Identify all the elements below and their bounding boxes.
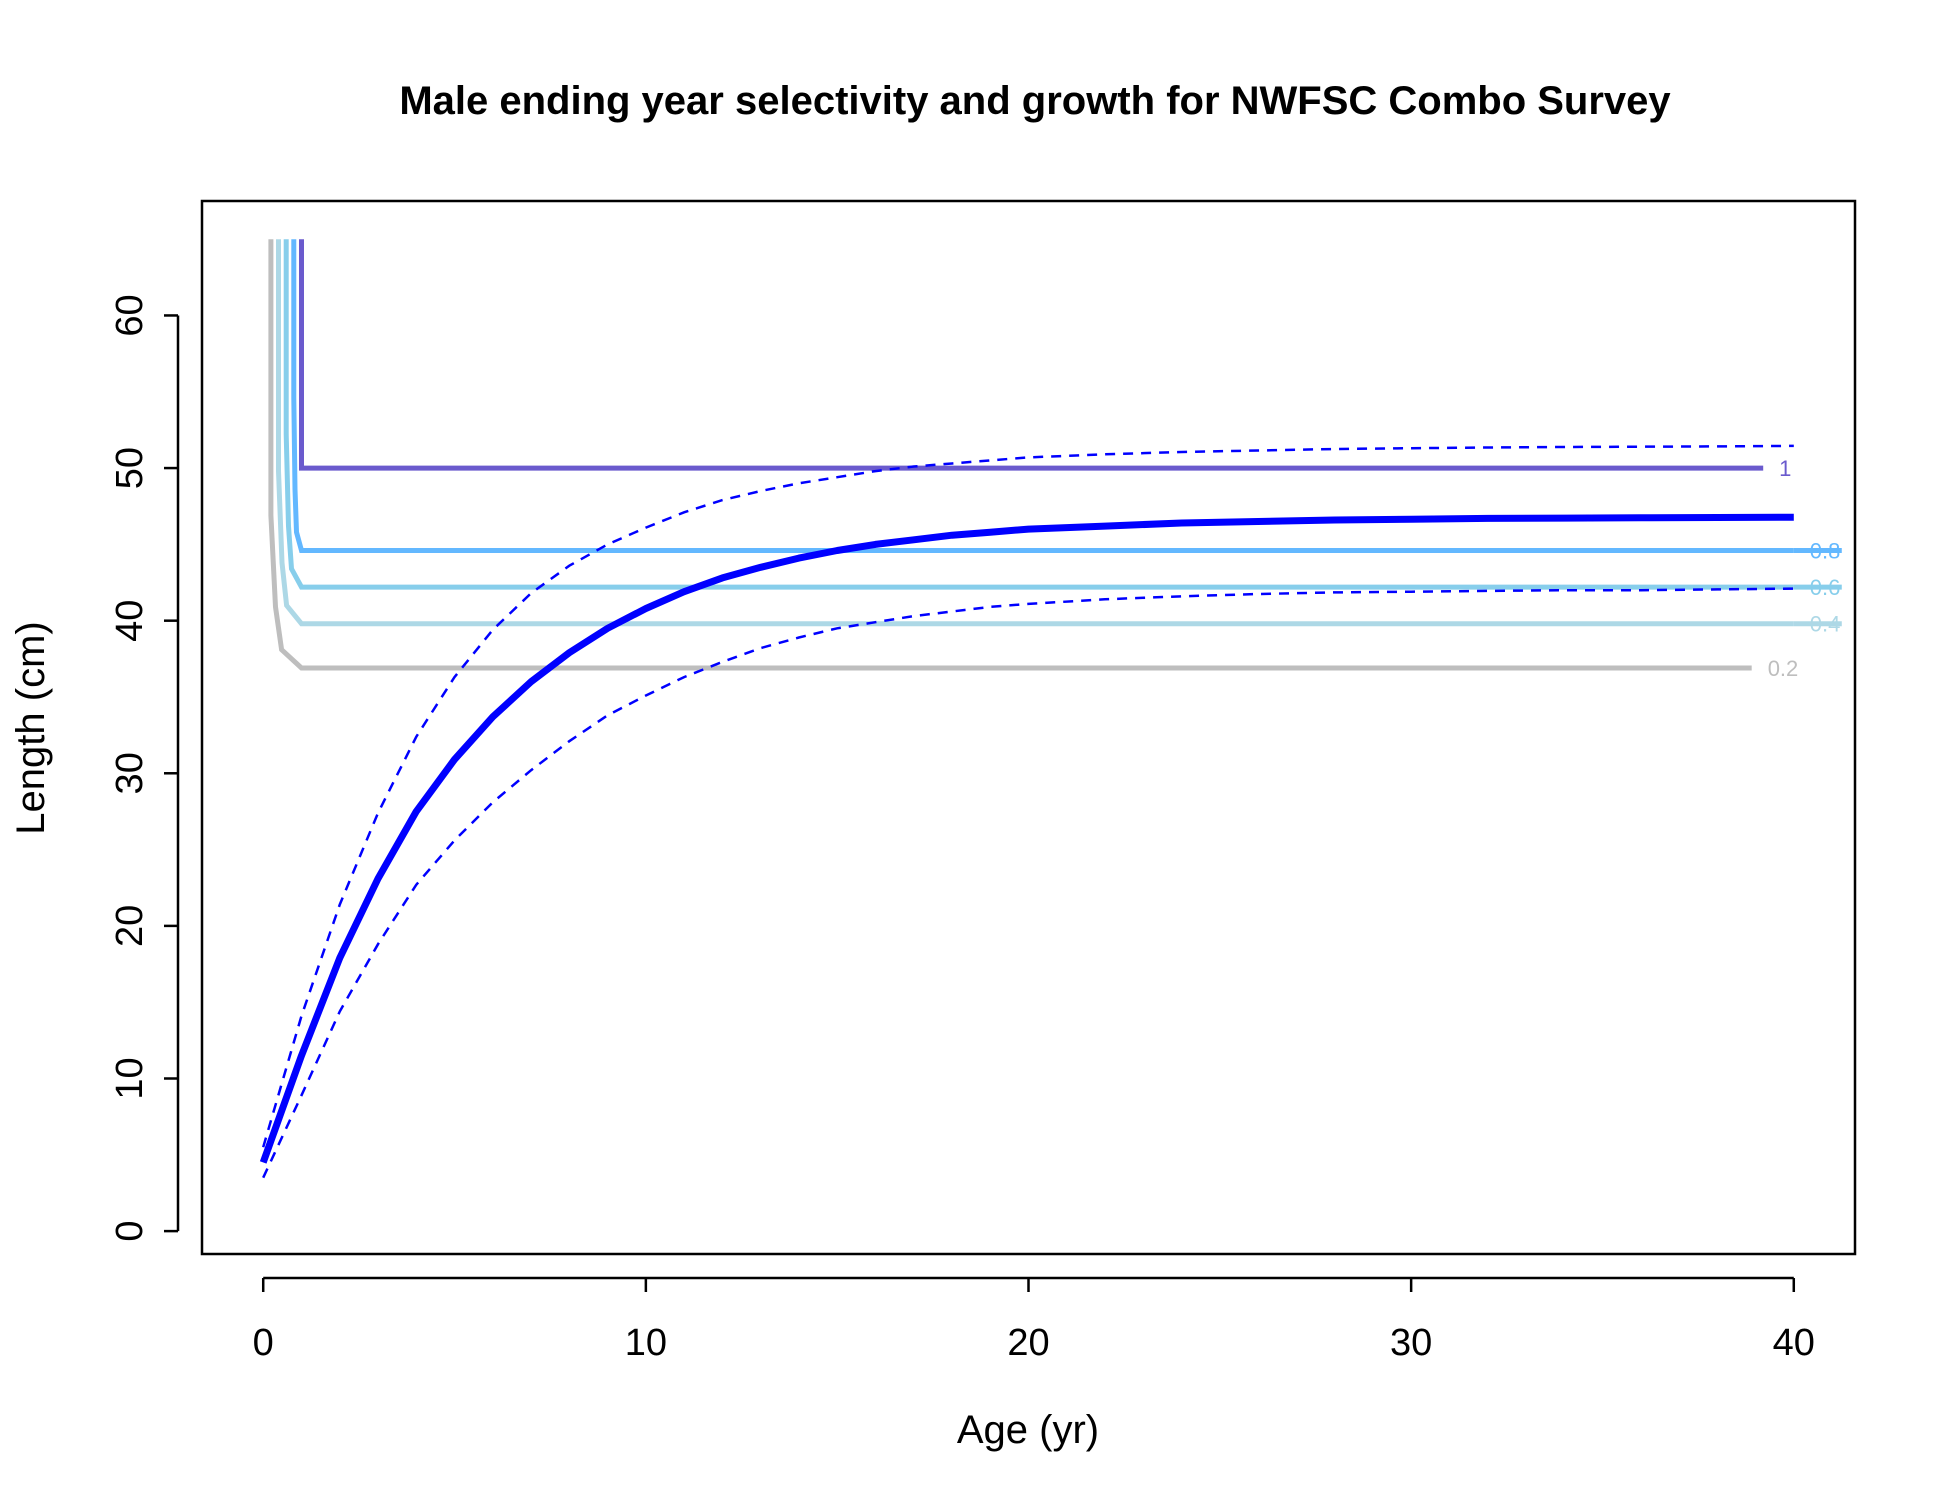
growth-lower-interval [262,587,1794,1179]
y-tick-label: 10 [109,1057,151,1099]
x-tick-label: 40 [1773,1322,1815,1364]
y-tick-label: 60 [109,294,151,336]
x-tick-label: 0 [253,1322,274,1364]
y-tick-label: 50 [109,447,151,489]
selectivity-contour-0.6 [283,239,1794,590]
y-tick-label: 30 [109,752,151,794]
x-tick-label: 10 [625,1322,667,1364]
chart-title: Male ending year selectivity and growth … [399,79,1671,123]
x-tick-label: 30 [1390,1322,1432,1364]
contour-label: 0.2 [1768,656,1799,681]
contour-label: 1 [1779,456,1791,481]
selectivity-contour-0.4 [276,239,1794,627]
growth-upper-interval [262,444,1794,1148]
selectivity-contour-0.2 [268,239,1752,671]
y-tick-label: 0 [109,1221,151,1242]
selectivity-contour-1 [299,239,1764,471]
y-axis-label: Length (cm) [9,621,53,834]
selectivity-contour-0.8 [291,239,1794,553]
x-axis: 0 10 20 30 40 [253,1276,1815,1364]
y-tick-label: 40 [109,600,151,642]
y-axis: 0 10 20 30 40 50 60 [109,294,180,1242]
y-tick-label: 20 [109,905,151,947]
growth-mean-curve [259,513,1794,1164]
x-tick-label: 20 [1007,1322,1049,1364]
x-axis-label: Age (yr) [957,1408,1099,1452]
growth-curves [259,444,1794,1179]
selectivity-contours: 0.20.40.60.81 [268,239,1842,681]
plot-frame [200,199,1857,1256]
